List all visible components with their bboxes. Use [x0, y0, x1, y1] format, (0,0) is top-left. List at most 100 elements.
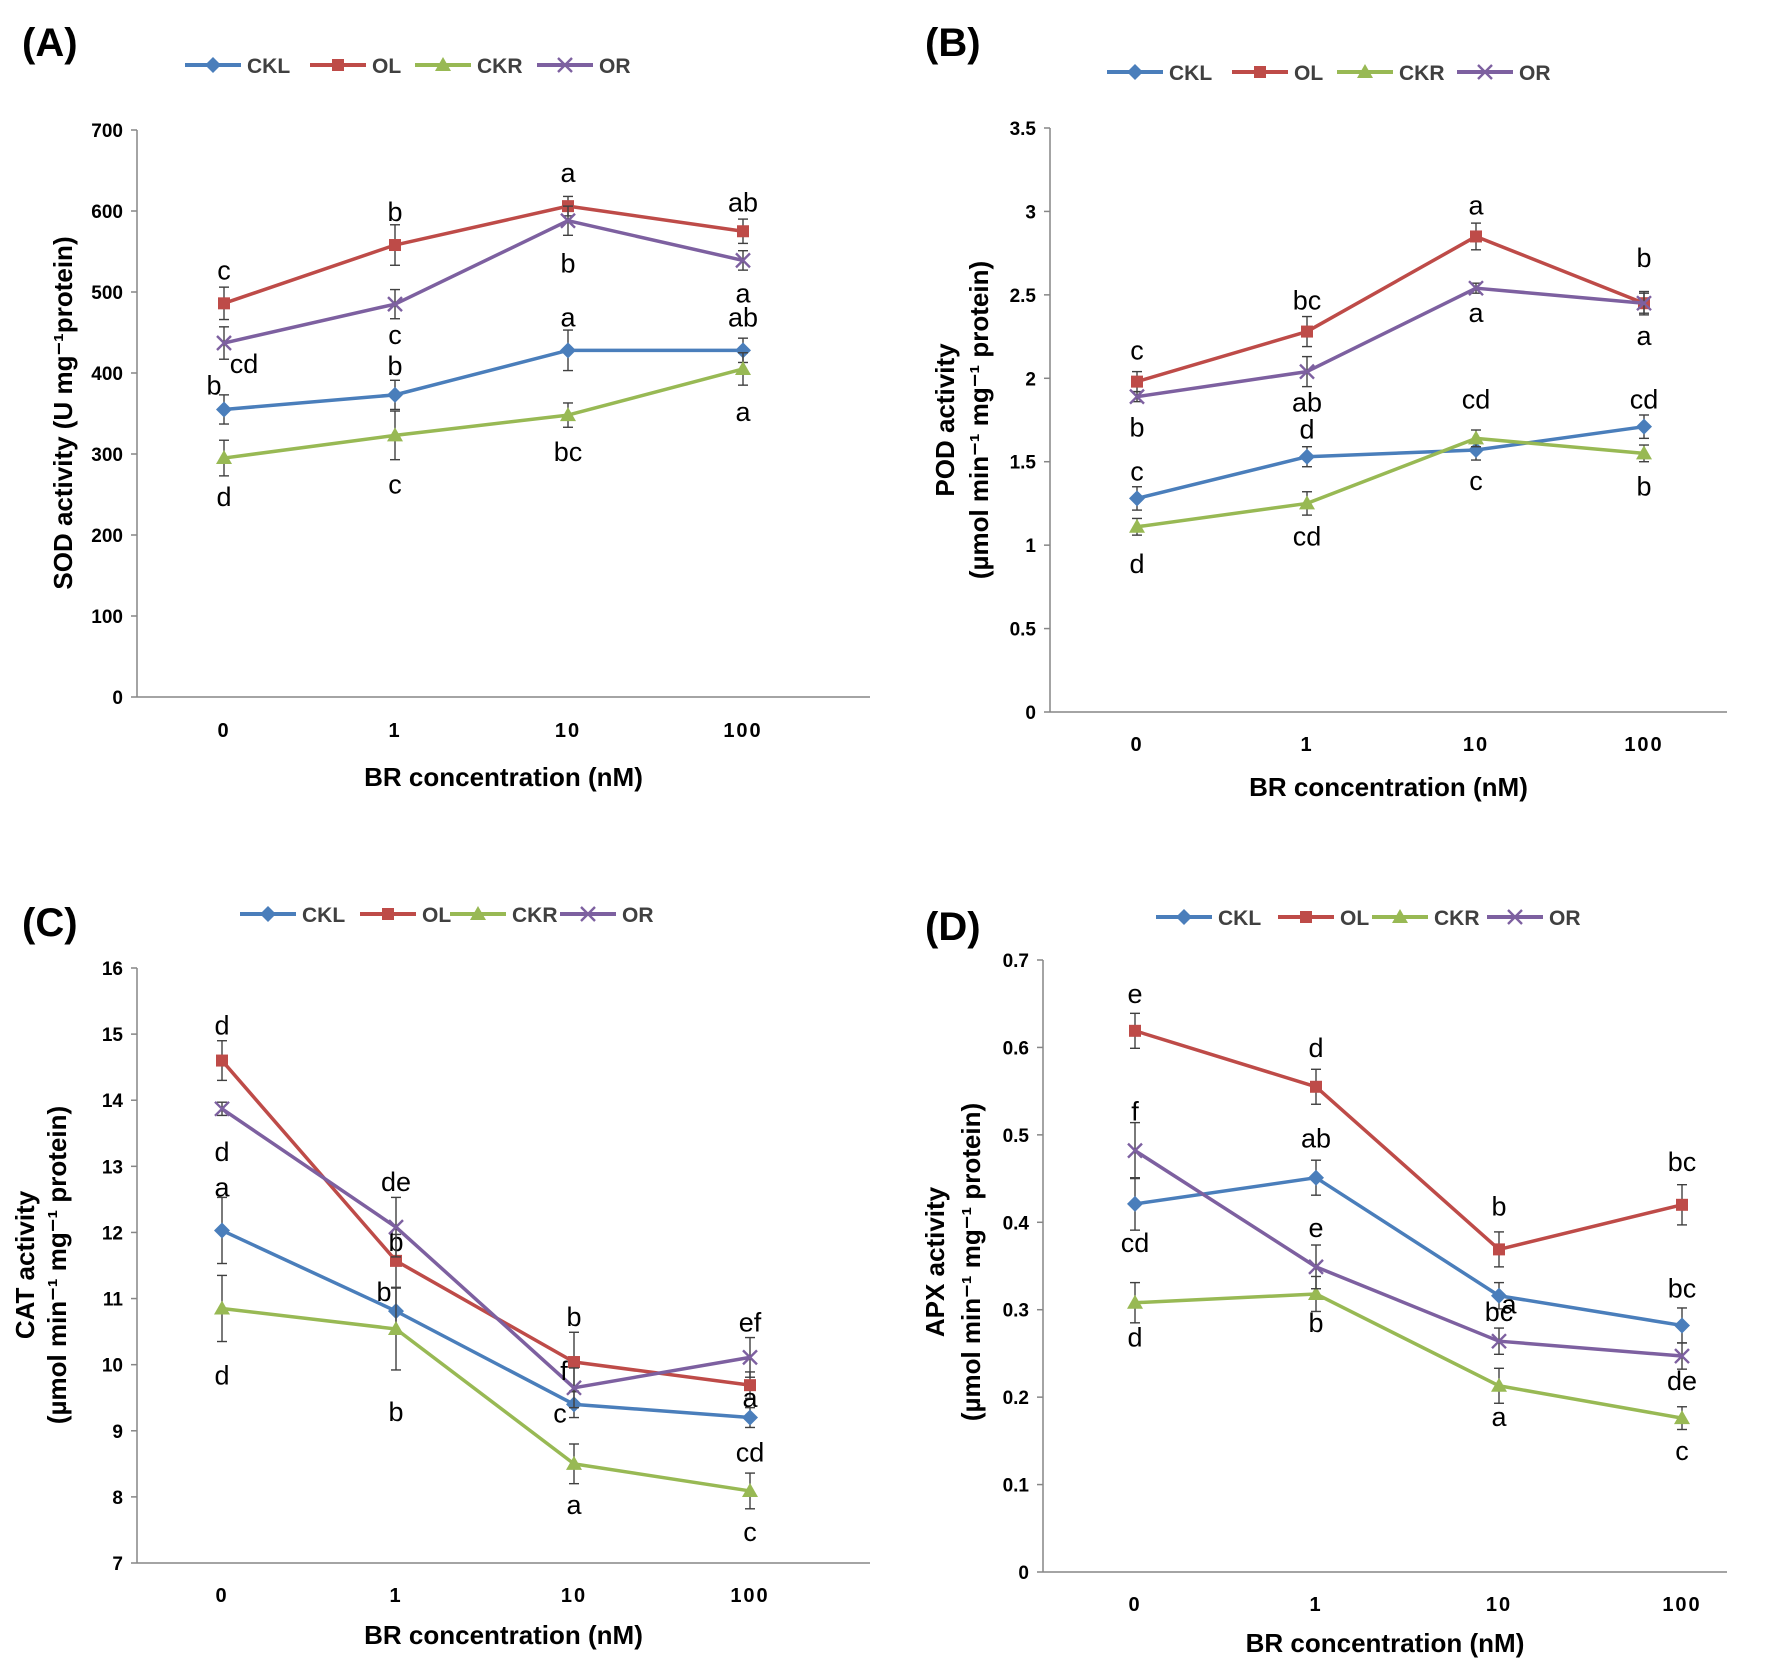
- panel-label: (D): [925, 905, 981, 949]
- significance-label: b: [387, 351, 402, 381]
- data-point: [1493, 1243, 1505, 1256]
- legend-item-ckr: CKR: [450, 904, 558, 927]
- y-tick-label: 9: [112, 1422, 123, 1443]
- y-axis-title: POD activity: [930, 343, 960, 497]
- y-tick-label: 2: [1025, 369, 1036, 390]
- data-point: [1127, 1142, 1143, 1159]
- y-tick-label: 200: [91, 526, 123, 547]
- significance-label: b: [1636, 471, 1651, 501]
- x-tick-label: 100: [1624, 734, 1663, 756]
- significance-label: bc: [1668, 1147, 1697, 1177]
- data-point: [560, 212, 576, 229]
- significance-label: d: [214, 1360, 229, 1390]
- y-tick-label: 0.7: [1003, 951, 1029, 972]
- significance-label: ef: [739, 1307, 762, 1337]
- y-tick-label: 700: [91, 121, 123, 142]
- significance-label: cd: [1121, 1228, 1150, 1258]
- data-point: [1674, 1410, 1690, 1425]
- legend-item-ol: OL: [360, 904, 451, 927]
- significance-label: b: [1129, 413, 1144, 443]
- significance-label: a: [735, 278, 751, 308]
- significance-label: de: [381, 1167, 411, 1197]
- series-line: [221, 1306, 751, 1493]
- y-axis-title: SOD activity (U mg⁻¹protein): [48, 236, 78, 589]
- data-point: [1131, 375, 1143, 388]
- series-ckr: d b a c: [214, 1274, 758, 1547]
- significance-label: ab: [1301, 1124, 1331, 1154]
- significance-label: b: [376, 1277, 391, 1307]
- y-tick-label: 0.4: [1003, 1213, 1030, 1234]
- significance-label: a: [560, 158, 576, 188]
- y-axis-title: (µmol min⁻¹ mg⁻¹ protein): [42, 1106, 72, 1424]
- legend-label: OL: [422, 904, 451, 927]
- data-point: [1301, 325, 1313, 338]
- significance-label: f: [1131, 1097, 1139, 1127]
- y-tick-label: 500: [91, 283, 123, 304]
- x-axis-title: BR concentration (nM): [364, 762, 643, 792]
- significance-label: a: [1636, 321, 1652, 351]
- legend-item-ckr: CKR: [1372, 907, 1480, 930]
- square-marker-icon: [332, 59, 344, 71]
- triangle-marker-icon: [1392, 909, 1408, 923]
- x-tick-label: 1: [1309, 1594, 1322, 1616]
- y-tick-label: 0: [1018, 1563, 1029, 1584]
- significance-label: d: [1299, 415, 1314, 445]
- data-point: [1129, 518, 1145, 533]
- y-tick-label: 3: [1025, 202, 1036, 223]
- significance-label: cd: [1293, 521, 1322, 551]
- data-point: [1127, 1195, 1143, 1212]
- x-tick-label: 100: [1662, 1594, 1701, 1616]
- series-ol: c bc a b: [1130, 190, 1652, 393]
- x-axis-title: BR concentration (nM): [1249, 772, 1528, 802]
- x-tick-label: 0: [217, 720, 230, 742]
- legend-label: OR: [1519, 62, 1551, 85]
- significance-label: d: [1308, 1033, 1323, 1063]
- significance-label: a: [560, 302, 576, 332]
- significance-label: c: [1469, 466, 1483, 496]
- legend-item-ol: OL: [1232, 62, 1323, 85]
- significance-label: d: [1129, 549, 1144, 579]
- data-point: [566, 1455, 582, 1470]
- significance-label: b: [1636, 243, 1651, 273]
- significance-label: c: [553, 1398, 567, 1428]
- series-line: [1136, 424, 1645, 501]
- significance-label: a: [735, 397, 751, 427]
- significance-label: c: [1130, 456, 1144, 486]
- data-point: [388, 1320, 404, 1335]
- x-marker-icon: [1507, 909, 1523, 925]
- y-tick-label: 0.2: [1003, 1388, 1029, 1409]
- y-tick-label: 10: [102, 1356, 123, 1377]
- y-tick-label: 2.5: [1010, 286, 1037, 307]
- x-tick-label: 100: [730, 1585, 769, 1607]
- series-line: [223, 348, 743, 412]
- data-point: [560, 407, 576, 422]
- y-tick-label: 15: [102, 1025, 124, 1046]
- series-line: [1136, 234, 1645, 384]
- legend-item-or: OR: [1457, 62, 1551, 85]
- data-point: [1308, 1285, 1324, 1300]
- legend-label: OL: [1340, 907, 1369, 930]
- y-tick-label: 0: [112, 688, 123, 709]
- y-tick-label: 0: [1025, 703, 1036, 724]
- y-tick-label: 0.1: [1003, 1476, 1030, 1497]
- legend-item-ckl: CKL: [240, 904, 345, 927]
- data-point: [742, 1349, 758, 1366]
- significance-label: c: [743, 1517, 757, 1547]
- significance-label: c: [1675, 1436, 1689, 1466]
- data-point: [1308, 1259, 1324, 1275]
- data-point: [1636, 418, 1652, 435]
- significance-label: a: [1468, 298, 1484, 328]
- x-tick-label: 1: [388, 720, 401, 742]
- legend-label: OL: [372, 55, 401, 78]
- data-point: [214, 1300, 230, 1315]
- x-tick-label: 10: [1486, 1594, 1512, 1616]
- significance-label: a: [1468, 190, 1484, 220]
- x-tick-label: 1: [389, 1585, 402, 1607]
- panel-label: (C): [22, 901, 78, 945]
- significance-label: cd: [736, 1438, 765, 1468]
- y-tick-label: 14: [102, 1091, 124, 1112]
